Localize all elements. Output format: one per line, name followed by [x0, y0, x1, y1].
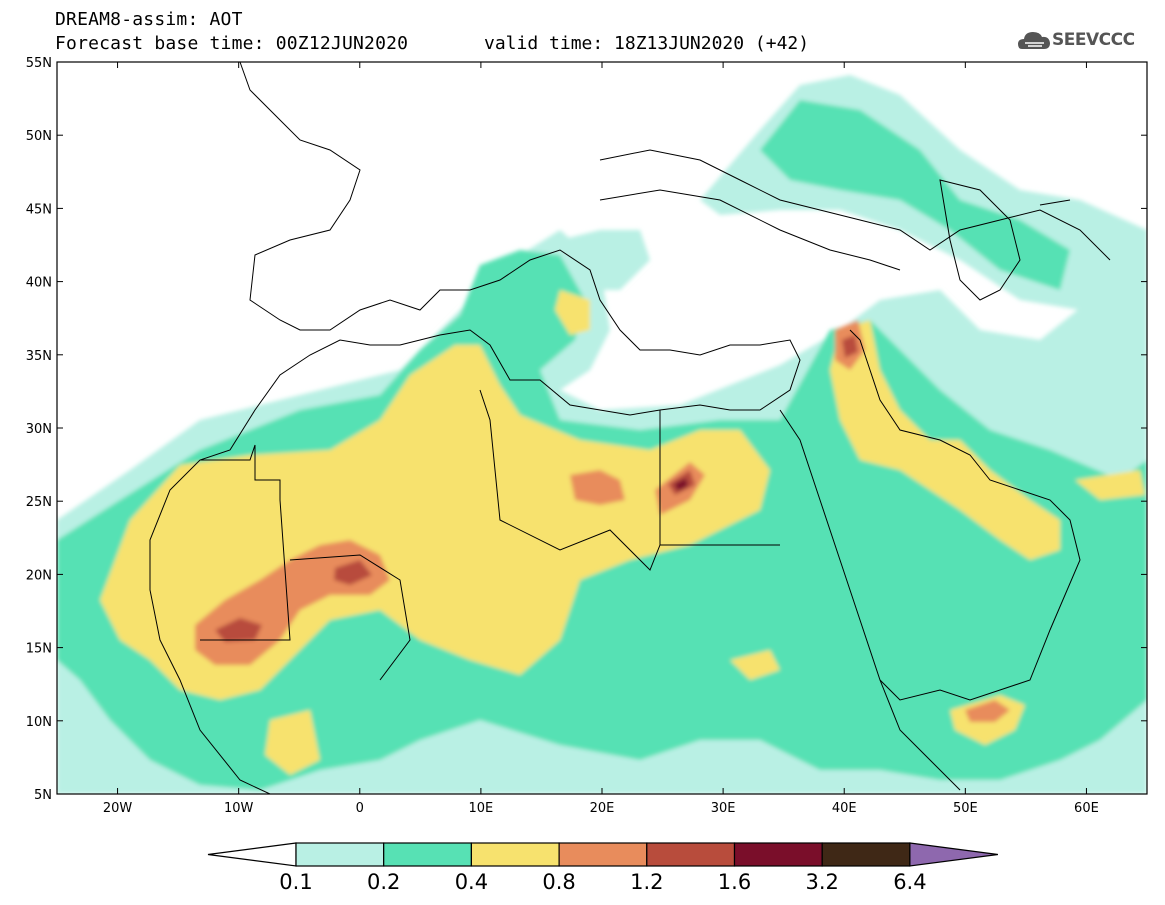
lat-tick-label: 35N	[26, 349, 52, 364]
lat-tick-label: 40N	[26, 276, 52, 291]
colorbar-level-label: 0.1	[279, 870, 313, 894]
colorbar-swatch	[295, 842, 385, 867]
lat-tick-label: 5N	[34, 788, 52, 803]
lat-tick-label: 55N	[26, 56, 52, 71]
lon-tick-label: 50E	[953, 801, 978, 816]
lat-tick-label: 15N	[26, 642, 52, 657]
longitude-axis: 20W 10W 0 10E 20E 30E 40E 50E 60E	[103, 62, 1099, 816]
lon-tick-label: 10W	[224, 801, 254, 816]
logo-text: SEEVCCC	[1052, 30, 1135, 50]
lat-tick-label: 10N	[26, 715, 52, 730]
colorbar-swatch	[558, 842, 648, 867]
valid-time: valid time: 18Z13JUN2020 (+42)	[484, 33, 810, 54]
colorbar-arrow-low	[207, 842, 297, 867]
lon-tick-label: 10E	[469, 801, 494, 816]
colorbar	[207, 842, 998, 867]
aot-field	[57, 62, 1147, 794]
aot-contour-1.2	[215, 618, 262, 642]
colorbar-swatch	[383, 842, 473, 867]
colorbar-level-label: 0.8	[542, 870, 576, 894]
colorbar-level-label: 3.2	[805, 870, 839, 894]
colorbar-swatch	[733, 842, 823, 867]
lat-tick-label: 45N	[26, 202, 52, 217]
lon-tick-label: 20W	[103, 801, 133, 816]
latitude-axis: 55N 50N 45N 40N 35N 30N 25N 20N 15N 10N 5N	[26, 56, 1147, 803]
colorbar-swatch	[646, 842, 736, 867]
colorbar-arrow-high	[909, 842, 998, 867]
lat-tick-label: 30N	[26, 422, 52, 437]
lon-tick-label: 30E	[711, 801, 736, 816]
colorbar-level-label: 1.2	[630, 870, 664, 894]
lon-tick-label: 20E	[590, 801, 615, 816]
colorbar-level-label: 1.6	[717, 870, 752, 894]
lat-tick-label: 50N	[26, 129, 52, 144]
forecast-base-time: Forecast base time: 00Z12JUN2020	[55, 33, 409, 54]
colorbar-level-label: 6.4	[893, 870, 927, 894]
colorbar-level-label: 0.2	[366, 870, 401, 894]
colorbar-swatch	[821, 842, 911, 867]
lon-tick-label: 60E	[1074, 801, 1099, 816]
colorbar-level-label: 0.4	[454, 870, 489, 894]
colorbar-swatch	[470, 842, 560, 867]
aot-contour-1.6	[674, 478, 688, 491]
cloud-logo-icon	[1018, 32, 1050, 49]
map-title: DREAM8-assim: AOT	[55, 9, 243, 30]
coastlines	[149, 62, 1111, 794]
lon-tick-label: 40E	[832, 801, 857, 816]
lat-tick-label: 20N	[26, 568, 52, 583]
lon-tick-label: 0	[356, 801, 364, 816]
lat-tick-label: 25N	[26, 495, 52, 510]
